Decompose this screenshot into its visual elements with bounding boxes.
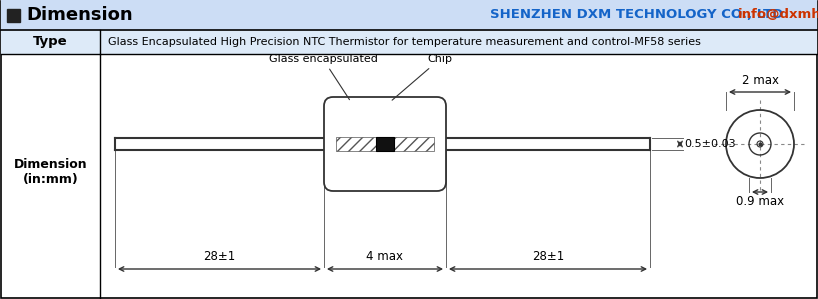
Text: info@dxmht.com: info@dxmht.com (738, 8, 818, 22)
Bar (1, 0, 817, 30)
Text: SHENZHEN DXM TECHNOLOGY CO., LTD: SHENZHEN DXM TECHNOLOGY CO., LTD (490, 8, 784, 22)
Text: 4 max: 4 max (366, 250, 403, 263)
Text: Chip: Chip (392, 54, 452, 100)
Text: 0.5±0.03: 0.5±0.03 (684, 139, 735, 149)
Text: 28±1: 28±1 (532, 250, 564, 263)
Bar (7, 8, 20, 22)
Text: 0.9 max: 0.9 max (736, 195, 784, 208)
Text: Dimension: Dimension (26, 6, 133, 24)
Text: Dimension
(in:mm): Dimension (in:mm) (14, 158, 88, 186)
FancyBboxPatch shape (324, 97, 446, 191)
Bar (1, 30, 817, 54)
Text: Glass encapsulated: Glass encapsulated (268, 54, 377, 100)
Bar (336, 137, 376, 151)
Text: 28±1: 28±1 (204, 250, 236, 263)
Text: Type: Type (34, 36, 68, 48)
Text: 2 max: 2 max (741, 74, 779, 87)
Bar (376, 137, 394, 151)
Text: Glass Encapsulated High Precision NTC Thermistor for temperature measurement and: Glass Encapsulated High Precision NTC Th… (108, 37, 701, 47)
Bar (394, 137, 434, 151)
